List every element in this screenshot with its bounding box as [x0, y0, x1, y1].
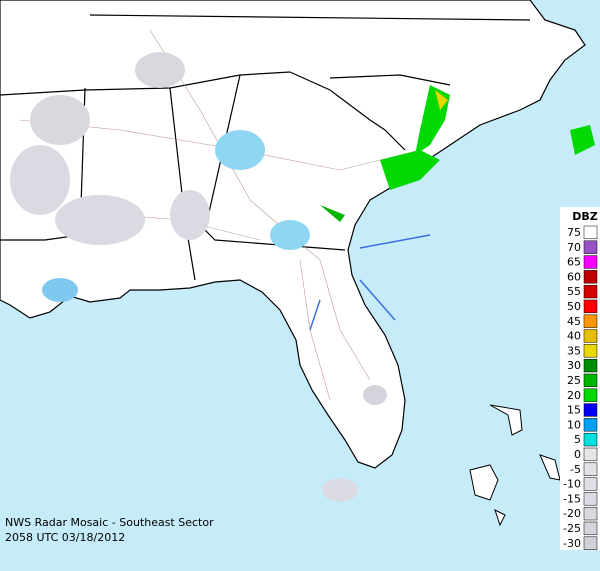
legend-value: 30	[567, 359, 581, 372]
legend-swatch	[583, 255, 598, 269]
islands	[469, 404, 561, 527]
legend-value: -30	[563, 537, 581, 550]
legend-value: 65	[567, 256, 581, 269]
legend-swatch	[583, 284, 598, 299]
legend-swatch	[583, 403, 598, 417]
legend-swatch	[583, 299, 598, 314]
legend-swatch	[583, 536, 598, 550]
legend-title: DBZ	[572, 210, 598, 223]
radar-echoes	[10, 52, 595, 502]
legend-swatch	[583, 462, 598, 476]
legend-value: 70	[567, 241, 581, 254]
caption-title: NWS Radar Mosaic - Southeast Sector	[5, 516, 214, 529]
legend-swatch	[583, 447, 598, 462]
legend-value: 40	[567, 330, 581, 343]
legend-value: 45	[567, 315, 581, 328]
legend-value: -5	[570, 463, 581, 476]
legend-swatch	[583, 492, 598, 506]
legend-value: 25	[567, 374, 581, 387]
legend-value: -20	[563, 507, 581, 520]
legend-value: 75	[567, 226, 581, 239]
legend-swatch	[583, 314, 598, 328]
legend-swatch	[583, 270, 598, 284]
caption-timestamp: 2058 UTC 03/18/2012	[5, 531, 125, 544]
legend-value: 15	[567, 404, 581, 417]
legend-value: 50	[567, 300, 581, 313]
legend-swatch	[583, 373, 598, 388]
legend-value: -15	[563, 492, 581, 505]
legend-swatch	[583, 506, 598, 521]
legend-value: -10	[563, 478, 581, 491]
legend-value: 35	[567, 344, 581, 357]
legend-value: 0	[574, 448, 581, 461]
legend-swatch	[583, 388, 598, 402]
legend-value: 10	[567, 418, 581, 431]
legend-swatch	[583, 477, 598, 491]
legend-swatch	[583, 418, 598, 432]
legend-swatch	[583, 329, 598, 343]
legend-value: -25	[563, 522, 581, 535]
legend-swatch	[583, 521, 598, 536]
legend-swatch	[583, 358, 598, 373]
legend: DBZ 757065605550454035302520151050-5-10-…	[560, 207, 600, 550]
legend-value: 55	[567, 285, 581, 298]
legend-swatch	[583, 225, 598, 240]
legend-value: 60	[567, 270, 581, 283]
legend-swatch	[583, 432, 598, 447]
legend-value: 5	[574, 433, 581, 446]
legend-value: 20	[567, 389, 581, 402]
legend-swatch	[583, 240, 598, 254]
legend-swatch	[583, 344, 598, 358]
